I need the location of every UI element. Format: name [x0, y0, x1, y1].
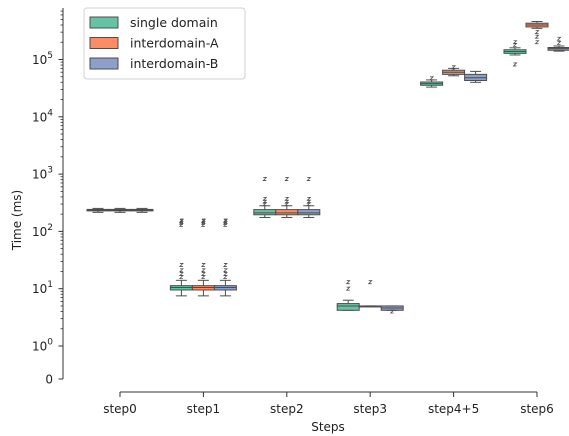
box-flier	[200, 219, 206, 224]
box-flier	[534, 40, 540, 45]
legend-label: interdomain-A	[130, 36, 219, 51]
box-flier	[306, 202, 312, 206]
box-flier	[200, 272, 206, 276]
legend-label: interdomain-B	[130, 56, 218, 71]
box-flier	[306, 177, 312, 181]
plot-area	[86, 21, 569, 314]
box-flier	[222, 263, 228, 267]
box-flier	[534, 30, 540, 35]
box-flier	[284, 202, 290, 206]
legend: single domain interdomain-A interdomain-B	[83, 7, 246, 80]
x-axis: step0 step1 step2 step3 step4+5 step6	[103, 391, 554, 416]
box-flier	[556, 40, 562, 45]
box-flier	[222, 268, 228, 273]
x-tick-label: step1	[187, 402, 221, 416]
x-tick-label: step6	[520, 402, 554, 416]
box-flier	[200, 218, 206, 223]
box-flier	[512, 40, 518, 45]
y-tick-label: 102	[32, 223, 53, 239]
y-tick-label: 100	[32, 338, 53, 354]
legend-swatch	[89, 37, 119, 49]
x-tick-label: step2	[270, 402, 304, 416]
legend-label: single domain	[130, 15, 218, 30]
box-flier	[429, 76, 435, 81]
box-body	[275, 209, 299, 216]
box-flier	[178, 263, 184, 267]
box-flier	[262, 196, 268, 201]
box-body	[253, 209, 277, 216]
box-flier	[306, 196, 312, 201]
y-tick-label: 103	[32, 166, 53, 182]
y-axis: 0 100 101 102 103 104 105	[32, 8, 64, 387]
box-flier	[222, 272, 228, 276]
box-flier	[451, 65, 457, 70]
box-flier	[345, 280, 351, 285]
y-tick-label: 104	[32, 108, 53, 124]
box-flier	[200, 268, 206, 273]
y-tick-label: 101	[32, 280, 53, 296]
y-axis-title: Time (ms)	[10, 190, 24, 252]
box-flier	[284, 196, 290, 201]
x-tick-label: step3	[353, 402, 387, 416]
box-flier	[262, 202, 268, 206]
box-flier	[178, 268, 184, 273]
x-axis-title: Steps	[311, 420, 345, 434]
box-flier	[222, 218, 228, 223]
box-flier	[556, 36, 562, 41]
box-flier	[367, 280, 373, 285]
box-flier	[345, 286, 351, 291]
y-tick-label: 0	[45, 373, 53, 387]
box-flier	[222, 219, 228, 224]
box-flier	[178, 272, 184, 276]
box-flier	[262, 177, 268, 181]
box-flier	[512, 62, 518, 67]
box-flier	[534, 34, 540, 39]
box-flier	[284, 177, 290, 181]
legend-swatch	[89, 57, 119, 70]
x-tick-label: step4+5	[428, 402, 479, 416]
box-flier	[178, 219, 184, 224]
box-body	[297, 209, 321, 216]
box-body	[336, 303, 360, 311]
legend-swatch	[89, 16, 119, 29]
legend-frame	[83, 7, 246, 80]
x-tick-label: step0	[103, 402, 137, 416]
y-tick-label: 105	[32, 51, 53, 67]
box-flier	[178, 218, 184, 223]
box-flier	[200, 263, 206, 267]
box-flier	[389, 309, 395, 314]
